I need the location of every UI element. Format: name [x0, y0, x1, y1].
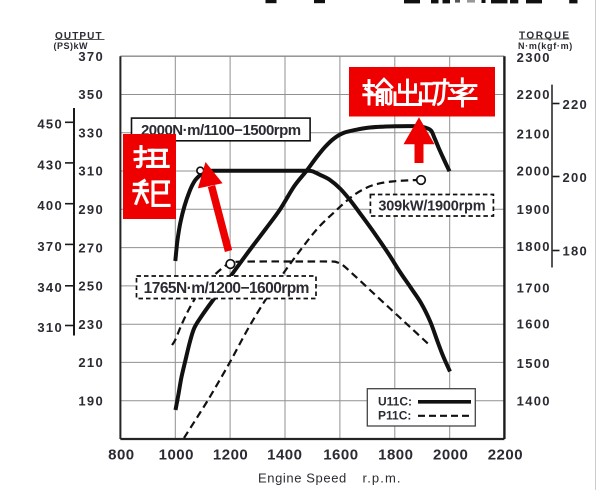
svg-text:2000: 2000 — [517, 163, 551, 178]
svg-text:2100: 2100 — [517, 126, 551, 141]
svg-text:370: 370 — [37, 239, 63, 254]
svg-text:1200: 1200 — [213, 447, 248, 464]
svg-text:340: 340 — [37, 280, 63, 295]
svg-text:1600: 1600 — [323, 447, 358, 464]
svg-text:450: 450 — [37, 117, 63, 132]
svg-text:400: 400 — [37, 198, 63, 213]
svg-text:1700: 1700 — [517, 281, 551, 296]
svg-text:370: 370 — [78, 49, 104, 64]
svg-text:1000: 1000 — [159, 447, 194, 464]
svg-text:330: 330 — [78, 126, 104, 141]
svg-text:1800: 1800 — [517, 239, 551, 254]
svg-text:310: 310 — [78, 164, 104, 179]
svg-text:220: 220 — [563, 97, 589, 112]
svg-text:2000N·m/1100−1500rpm: 2000N·m/1100−1500rpm — [141, 122, 301, 139]
svg-text:U11C:: U11C: — [378, 395, 412, 409]
svg-text:1765N·m/1200−1600rpm: 1765N·m/1200−1600rpm — [144, 280, 309, 297]
svg-text:250: 250 — [78, 279, 104, 294]
svg-text:2000: 2000 — [433, 447, 468, 464]
svg-text:310: 310 — [37, 320, 63, 335]
svg-text:1600: 1600 — [517, 317, 551, 332]
svg-text:210: 210 — [78, 355, 104, 370]
svg-text:2200: 2200 — [517, 87, 551, 102]
svg-text:190: 190 — [78, 393, 104, 408]
svg-text:1900: 1900 — [517, 202, 551, 217]
svg-text:2200: 2200 — [488, 447, 523, 464]
svg-text:Engine Speed: Engine Speed — [258, 471, 347, 486]
svg-text:350: 350 — [78, 87, 104, 102]
svg-text:P11C:: P11C: — [378, 409, 411, 423]
svg-text:2300: 2300 — [517, 50, 551, 65]
svg-text:290: 290 — [78, 202, 104, 217]
svg-text:1400: 1400 — [267, 447, 302, 464]
svg-text:270: 270 — [78, 240, 104, 255]
svg-text:1800: 1800 — [378, 447, 413, 464]
svg-text:r.p.m.: r.p.m. — [363, 471, 402, 486]
svg-text:309kW/1900rpm: 309kW/1900rpm — [378, 199, 485, 215]
svg-text:OUTPUT: OUTPUT — [55, 31, 103, 42]
svg-text:180: 180 — [563, 244, 589, 259]
svg-text:230: 230 — [78, 317, 104, 332]
svg-text:(PS)kW: (PS)kW — [54, 41, 89, 51]
svg-text:430: 430 — [37, 157, 63, 172]
svg-text:TORQUE: TORQUE — [519, 31, 571, 42]
svg-text:200: 200 — [563, 170, 589, 185]
svg-text:1400: 1400 — [517, 394, 551, 409]
svg-text:N·m(kgf·m): N·m(kgf·m) — [518, 41, 573, 51]
svg-text:1500: 1500 — [517, 356, 551, 371]
svg-text:800: 800 — [108, 447, 135, 464]
